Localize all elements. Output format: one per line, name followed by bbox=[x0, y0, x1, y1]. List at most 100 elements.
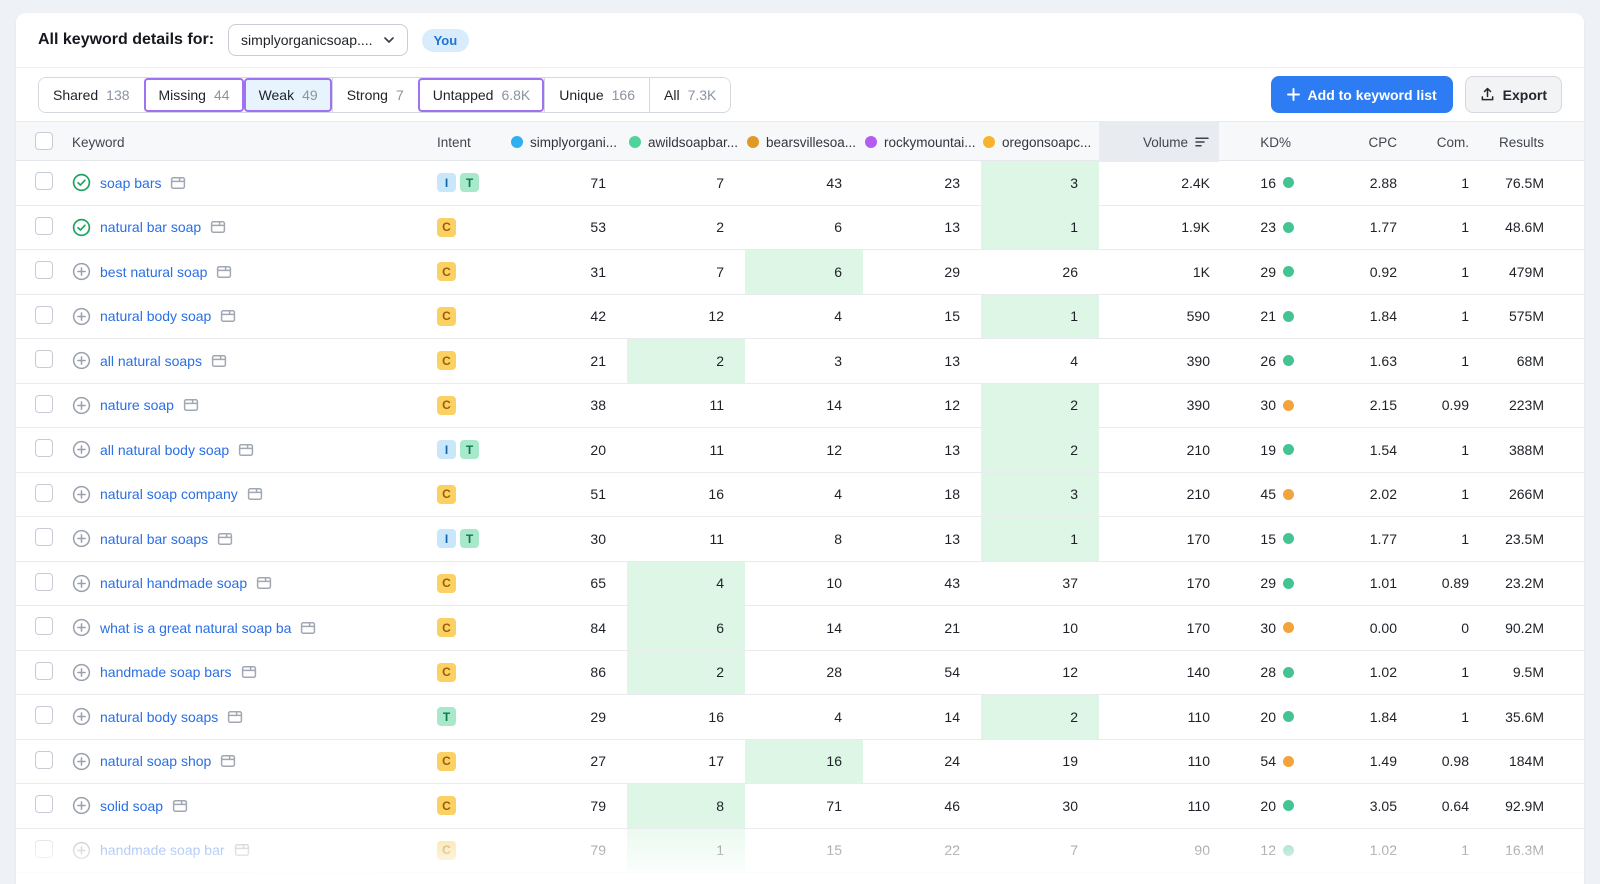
keyword-link[interactable]: all natural soaps bbox=[100, 353, 202, 369]
domain-dropdown[interactable]: simplyorganicsoap.... bbox=[228, 24, 408, 56]
filter-tab-strong[interactable]: Strong 7 bbox=[332, 78, 418, 112]
keyword-link[interactable]: best natural soap bbox=[100, 264, 207, 280]
add-keyword-icon[interactable] bbox=[72, 707, 91, 726]
serp-preview-icon[interactable] bbox=[172, 798, 188, 814]
intent-badge-t: T bbox=[460, 440, 479, 459]
serp-preview-icon[interactable] bbox=[170, 175, 186, 191]
serp-preview-icon[interactable] bbox=[300, 620, 316, 636]
serp-preview-icon[interactable] bbox=[211, 353, 227, 369]
row-checkbox[interactable] bbox=[35, 617, 53, 635]
column-header-competitor[interactable]: oregonsoapc... bbox=[981, 135, 1099, 150]
add-keyword-icon[interactable] bbox=[72, 396, 91, 415]
serp-preview-icon[interactable] bbox=[217, 531, 233, 547]
keyword-link[interactable]: handmade soap bar bbox=[100, 842, 225, 858]
cpc-cell: 2.88 bbox=[1299, 175, 1399, 191]
results-cell: 479M bbox=[1469, 264, 1584, 280]
row-checkbox[interactable] bbox=[35, 350, 53, 368]
column-header-kd[interactable]: KD% bbox=[1219, 135, 1299, 150]
filter-tab-shared[interactable]: Shared 138 bbox=[39, 78, 144, 112]
serp-preview-icon[interactable] bbox=[227, 709, 243, 725]
filter-tab-unique[interactable]: Unique 166 bbox=[544, 78, 649, 112]
add-keyword-icon[interactable] bbox=[72, 663, 91, 682]
keyword-link[interactable]: natural body soaps bbox=[100, 709, 218, 725]
column-header-competitor[interactable]: bearsvillesoa... bbox=[745, 135, 863, 150]
add-to-keyword-list-button[interactable]: Add to keyword list bbox=[1271, 76, 1453, 113]
keyword-link[interactable]: soap bars bbox=[100, 175, 161, 191]
column-header-results[interactable]: Results bbox=[1469, 135, 1584, 150]
add-keyword-icon[interactable] bbox=[72, 529, 91, 548]
keyword-link[interactable]: handmade soap bars bbox=[100, 664, 232, 680]
column-header-com[interactable]: Com. bbox=[1399, 135, 1469, 150]
serp-preview-icon[interactable] bbox=[241, 664, 257, 680]
add-keyword-icon[interactable] bbox=[72, 574, 91, 593]
keyword-link[interactable]: natural bar soaps bbox=[100, 531, 208, 547]
serp-preview-icon[interactable] bbox=[183, 397, 199, 413]
row-checkbox[interactable] bbox=[35, 528, 53, 546]
serp-preview-icon[interactable] bbox=[234, 842, 250, 858]
serp-preview-icon[interactable] bbox=[247, 486, 263, 502]
serp-preview-icon[interactable] bbox=[210, 219, 226, 235]
filter-tab-all[interactable]: All 7.3K bbox=[649, 78, 730, 112]
keyword-link[interactable]: natural soap shop bbox=[100, 753, 211, 769]
keyword-in-list-icon[interactable] bbox=[72, 218, 91, 237]
intent-badges: C bbox=[437, 796, 509, 815]
row-checkbox[interactable] bbox=[35, 840, 53, 858]
keyword-link[interactable]: solid soap bbox=[100, 798, 163, 814]
column-header-competitor[interactable]: awildsoapbar... bbox=[627, 135, 745, 150]
table-row: best natural soap C 317629261K 29 0.92 1… bbox=[16, 250, 1584, 295]
row-checkbox[interactable] bbox=[35, 261, 53, 279]
add-keyword-icon[interactable] bbox=[72, 485, 91, 504]
add-keyword-icon[interactable] bbox=[72, 440, 91, 459]
serp-preview-icon[interactable] bbox=[256, 575, 272, 591]
row-checkbox[interactable] bbox=[35, 795, 53, 813]
add-keyword-icon[interactable] bbox=[72, 841, 91, 860]
volume-cell: 110 bbox=[1099, 753, 1219, 769]
keyword-link[interactable]: natural handmade soap bbox=[100, 575, 247, 591]
add-keyword-icon[interactable] bbox=[72, 351, 91, 370]
serp-preview-icon[interactable] bbox=[238, 442, 254, 458]
volume-cell: 110 bbox=[1099, 798, 1219, 814]
serp-preview-icon[interactable] bbox=[216, 264, 232, 280]
column-header-volume[interactable]: Volume bbox=[1099, 122, 1219, 162]
keyword-in-list-icon[interactable] bbox=[72, 173, 91, 192]
row-checkbox[interactable] bbox=[35, 217, 53, 235]
intent-badge-c: C bbox=[437, 574, 456, 593]
keyword-link[interactable]: natural bar soap bbox=[100, 219, 201, 235]
keyword-link[interactable]: what is a great natural soap ba bbox=[100, 620, 291, 636]
add-keyword-icon[interactable] bbox=[72, 752, 91, 771]
keyword-link[interactable]: natural body soap bbox=[100, 308, 211, 324]
export-button[interactable]: Export bbox=[1465, 76, 1562, 113]
keyword-link[interactable]: nature soap bbox=[100, 397, 174, 413]
serp-preview-icon[interactable] bbox=[220, 308, 236, 324]
add-keyword-icon[interactable] bbox=[72, 796, 91, 815]
keyword-link[interactable]: natural soap company bbox=[100, 486, 238, 502]
serp-preview-icon[interactable] bbox=[220, 753, 236, 769]
keyword-link[interactable]: all natural body soap bbox=[100, 442, 229, 458]
row-checkbox[interactable] bbox=[35, 573, 53, 591]
cpc-cell: 1.49 bbox=[1299, 753, 1399, 769]
row-checkbox[interactable] bbox=[35, 172, 53, 190]
intent-badges: C bbox=[437, 262, 509, 281]
column-header-intent[interactable]: Intent bbox=[437, 135, 509, 150]
row-checkbox[interactable] bbox=[35, 662, 53, 680]
add-keyword-icon[interactable] bbox=[72, 262, 91, 281]
row-checkbox[interactable] bbox=[35, 751, 53, 769]
column-header-competitor[interactable]: simplyorgani... bbox=[509, 135, 627, 150]
row-checkbox[interactable] bbox=[35, 306, 53, 324]
row-checkbox[interactable] bbox=[35, 706, 53, 724]
column-header-cpc[interactable]: CPC bbox=[1299, 135, 1399, 150]
intent-badges: C bbox=[437, 752, 509, 771]
row-checkbox[interactable] bbox=[35, 484, 53, 502]
filter-tab-weak[interactable]: Weak 49 bbox=[244, 78, 332, 112]
volume-cell: 140 bbox=[1099, 664, 1219, 680]
filter-tab-untapped[interactable]: Untapped 6.8K bbox=[418, 78, 545, 112]
filter-tab-missing[interactable]: Missing 44 bbox=[144, 78, 244, 112]
column-header-competitor[interactable]: rockymountai... bbox=[863, 135, 981, 150]
add-keyword-icon[interactable] bbox=[72, 307, 91, 326]
add-keyword-icon[interactable] bbox=[72, 618, 91, 637]
select-all-checkbox[interactable] bbox=[35, 132, 53, 150]
kd-difficulty-dot bbox=[1283, 845, 1294, 856]
row-checkbox[interactable] bbox=[35, 395, 53, 413]
row-checkbox[interactable] bbox=[35, 439, 53, 457]
column-header-keyword[interactable]: Keyword bbox=[72, 135, 437, 150]
